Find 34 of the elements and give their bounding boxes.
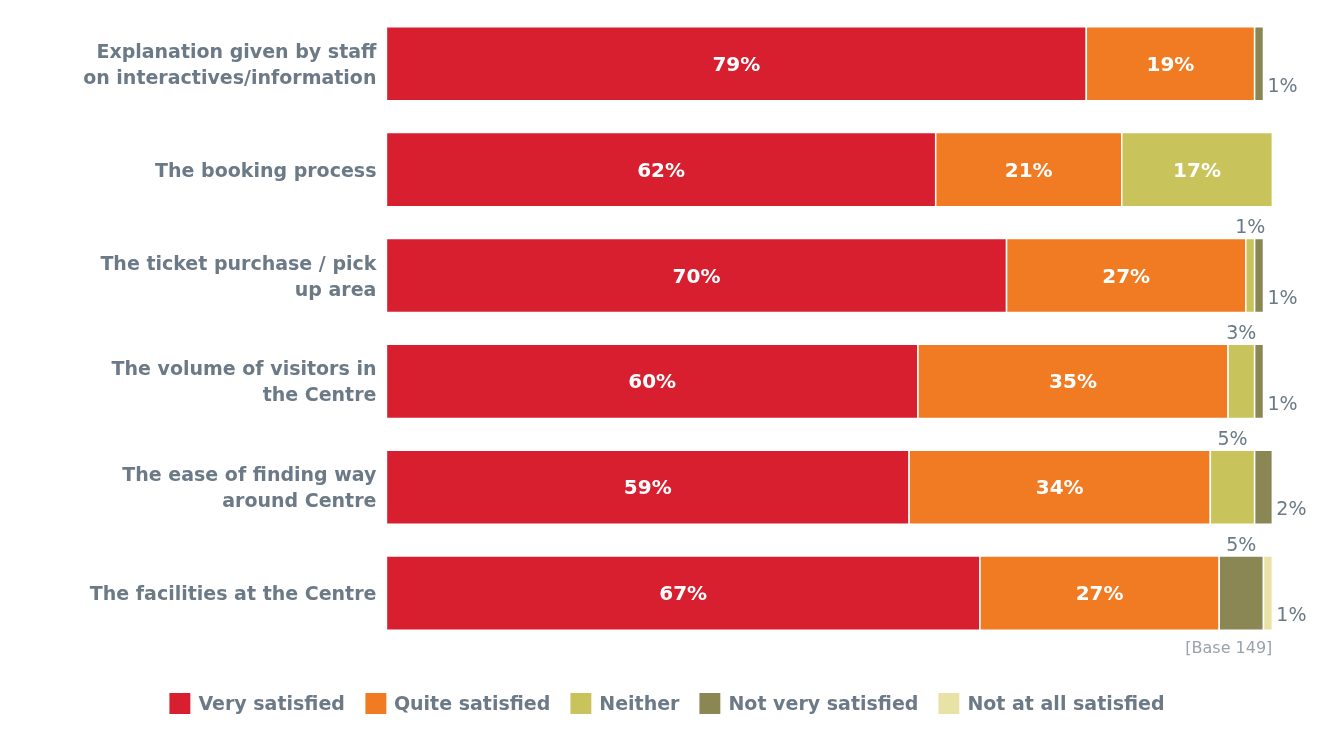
data-label: 1% — [1276, 603, 1307, 626]
y-tick-label: The volume of visitors in the Centre — [111, 357, 377, 406]
data-label: 5% — [1217, 427, 1248, 450]
y-tick-label: The ticket purchase / pick up area — [100, 251, 377, 300]
data-label: 27% — [1102, 263, 1151, 288]
data-label: 1% — [1267, 285, 1298, 308]
data-label: 1% — [1235, 215, 1266, 238]
y-tick-label: Explanation given by staff on interactives/information — [83, 39, 378, 88]
data-label: 62% — [637, 157, 686, 182]
data-label: 70% — [672, 263, 721, 288]
data-label: 27% — [1075, 581, 1124, 606]
data-label: 2% — [1276, 497, 1307, 520]
legend-label: Very satisfied — [198, 692, 345, 714]
y-tick-label: The booking process — [155, 158, 377, 181]
y-tick-label: The facilities at the Centre — [89, 582, 377, 605]
data-label: 34% — [1035, 475, 1084, 500]
data-label: 21% — [1004, 157, 1053, 182]
data-label: 3% — [1226, 321, 1257, 344]
data-label: 59% — [623, 475, 672, 500]
data-label: 35% — [1049, 369, 1097, 394]
legend-label: Neither — [599, 692, 680, 714]
legend-label: Not at all satisfied — [967, 692, 1165, 714]
data-label: 79% — [712, 51, 761, 76]
annotation: [Base 149] — [1185, 637, 1273, 657]
data-label: 1% — [1267, 391, 1298, 414]
data-label: 67% — [659, 581, 708, 606]
y-tick-label: The ease of finding way around Centre — [122, 463, 378, 512]
data-label: 5% — [1226, 533, 1257, 556]
data-label: 17% — [1173, 157, 1221, 182]
data-label: 1% — [1267, 73, 1298, 96]
data-label: 60% — [628, 369, 677, 394]
data-label: 19% — [1146, 51, 1195, 76]
legend-label: Not very satisfied — [728, 692, 919, 714]
legend-label: Quite satisfied — [393, 692, 551, 714]
